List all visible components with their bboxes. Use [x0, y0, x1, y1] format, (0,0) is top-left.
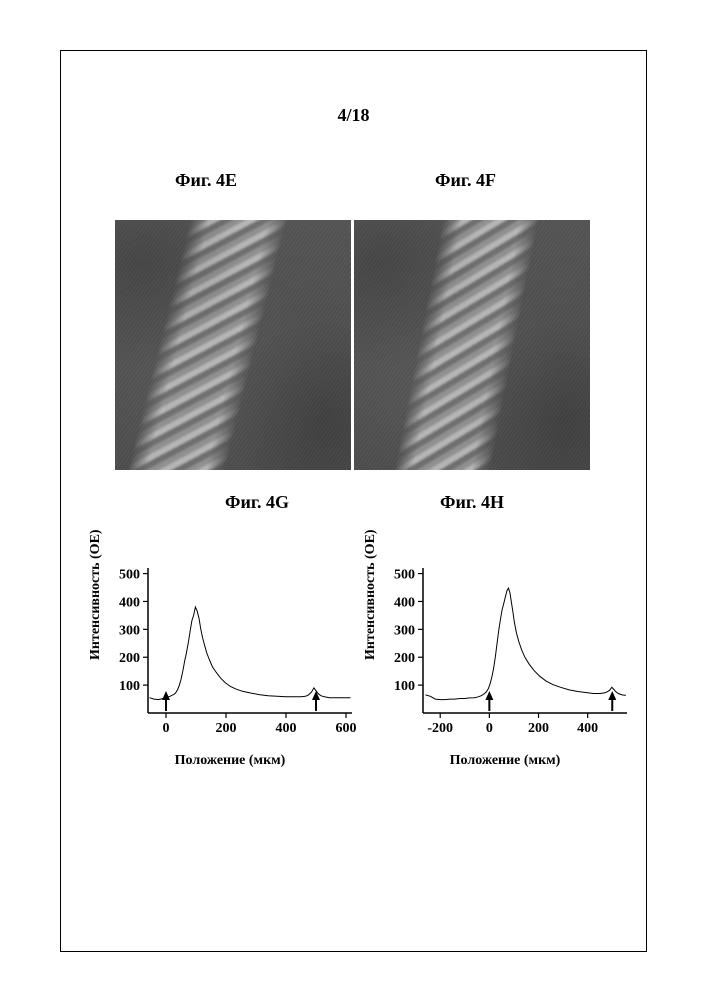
- svg-text:0: 0: [163, 721, 170, 736]
- svg-text:200: 200: [216, 721, 237, 736]
- page: 4/18 Фиг. 4E Фиг. 4F Фиг. 4G Фиг. 4H Инт…: [0, 0, 707, 1000]
- svg-text:-200: -200: [427, 721, 453, 736]
- svg-text:400: 400: [577, 721, 598, 736]
- fiber-strand: [386, 220, 548, 470]
- micrograph-4f: [354, 220, 590, 470]
- micrograph-pair: [115, 220, 590, 470]
- chart-4g: Интенсивность (OE) 100200300400500020040…: [100, 560, 360, 765]
- svg-text:200: 200: [119, 651, 140, 666]
- svg-text:200: 200: [394, 651, 415, 666]
- svg-text:600: 600: [336, 721, 357, 736]
- chart-4h: Интенсивность (OE) 100200300400500-20002…: [375, 560, 635, 765]
- svg-text:100: 100: [119, 679, 140, 694]
- fiber-strand: [118, 220, 297, 470]
- figure-label-4h: Фиг. 4H: [440, 492, 504, 513]
- figure-label-4e: Фиг. 4E: [175, 170, 237, 191]
- x-axis-label: Положение (мкм): [100, 753, 360, 769]
- micrograph-4e: [115, 220, 351, 470]
- svg-text:200: 200: [528, 721, 549, 736]
- svg-text:0: 0: [486, 721, 493, 736]
- page-frame: [60, 50, 647, 952]
- svg-text:500: 500: [394, 568, 415, 583]
- svg-text:400: 400: [394, 595, 415, 610]
- svg-text:300: 300: [119, 623, 140, 638]
- y-axis-label: Интенсивность (OE): [363, 529, 379, 660]
- svg-text:400: 400: [119, 595, 140, 610]
- chart-svg: 100 200 300 400 500 0 200 400 600: [100, 560, 360, 745]
- svg-text:300: 300: [394, 623, 415, 638]
- page-number: 4/18: [0, 105, 707, 126]
- y-axis-label: Интенсивность (OE): [88, 529, 104, 660]
- chart-svg: 100 200 300 400 500 -200 0 200 400: [375, 560, 635, 745]
- svg-text:500: 500: [119, 568, 140, 583]
- svg-text:100: 100: [394, 679, 415, 694]
- x-axis-label: Положение (мкм): [375, 753, 635, 769]
- figure-label-4f: Фиг. 4F: [435, 170, 496, 191]
- svg-text:400: 400: [276, 721, 297, 736]
- figure-label-4g: Фиг. 4G: [225, 492, 289, 513]
